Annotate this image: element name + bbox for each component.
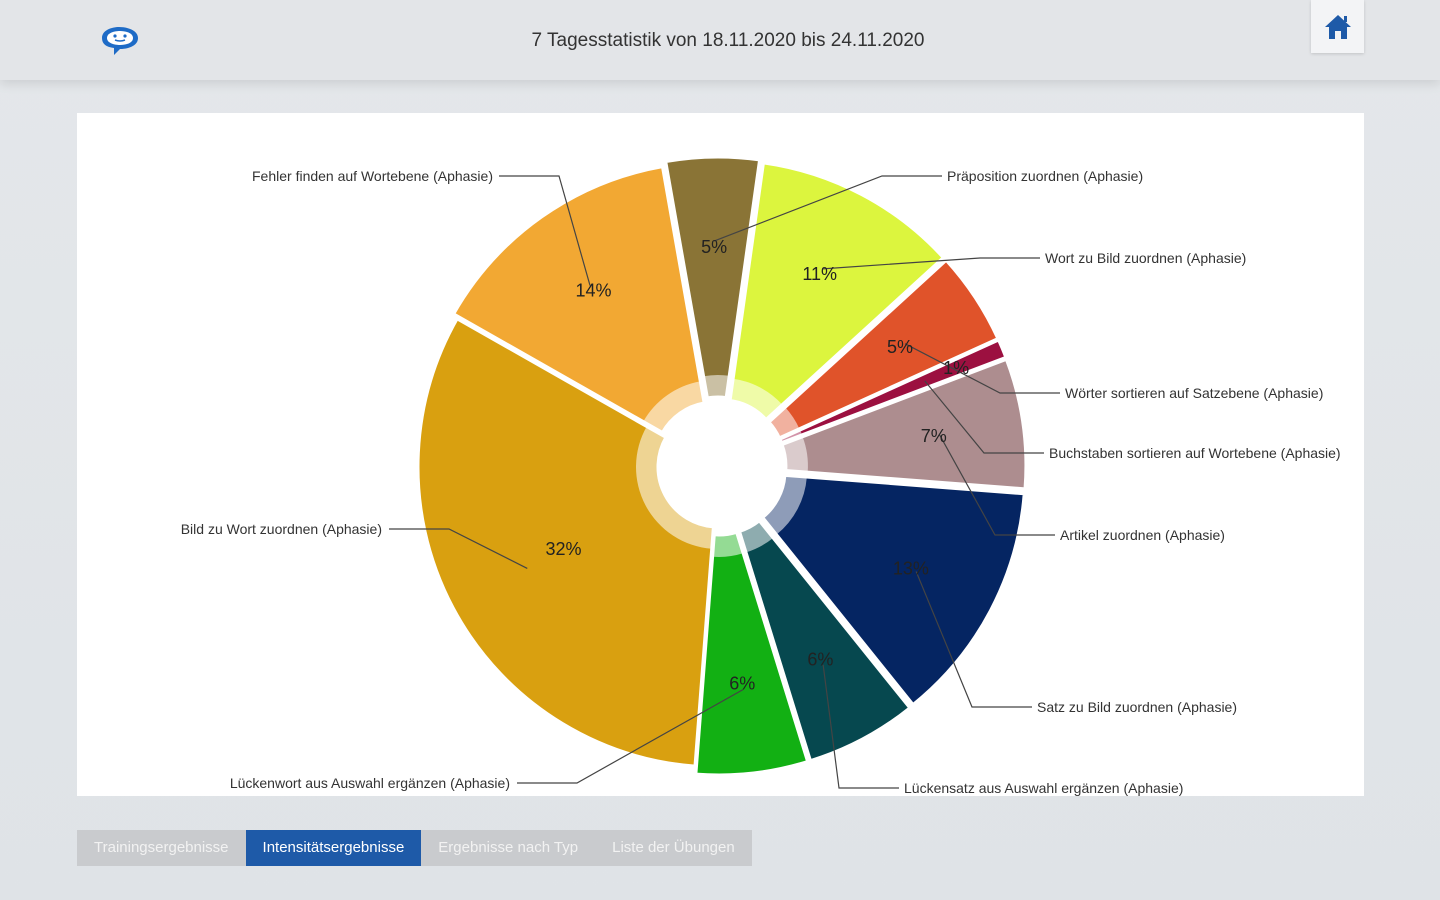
slice-category-label: Satz zu Bild zuordnen (Aphasie) bbox=[1037, 699, 1237, 715]
slice-category-label: Wörter sortieren auf Satzebene (Aphasie) bbox=[1065, 385, 1323, 401]
slice-category-label: Lückensatz aus Auswahl ergänzen (Aphasie… bbox=[904, 780, 1183, 796]
tab-ergebnisse-nach-typ[interactable]: Ergebnisse nach Typ bbox=[421, 830, 596, 866]
slice-leader-line bbox=[822, 257, 1040, 270]
home-icon bbox=[1324, 14, 1351, 39]
pie-slice-ring bbox=[768, 407, 800, 438]
pie-slice[interactable] bbox=[416, 316, 716, 768]
slice-percent-label: 1% bbox=[943, 358, 969, 378]
slice-percent-label: 5% bbox=[887, 337, 913, 357]
slice-leader-line bbox=[389, 528, 528, 569]
slice-leader-line bbox=[915, 571, 1032, 708]
intensity-pie-chart: 5% 11% 5% 1% 7% 13% 6% 6% 32% 14% Präposition zuo… bbox=[181, 155, 1341, 796]
slice-category-label: Artikel zuordnen (Aphasie) bbox=[1060, 527, 1225, 543]
slice-category-label: Wort zu Bild zuordnen (Aphasie) bbox=[1045, 250, 1246, 266]
pie-slice-ring bbox=[739, 520, 774, 553]
slice-leader-line bbox=[939, 434, 1055, 536]
slice-category-label: Fehler finden auf Wortebene (Aphasie) bbox=[252, 168, 493, 184]
slice-leader-line bbox=[713, 175, 942, 242]
pie-slice[interactable] bbox=[780, 357, 1028, 491]
tab-trainingsergebnisse[interactable]: Trainingsergebnisse bbox=[77, 830, 246, 866]
chart-panel: 5% 11% 5% 1% 7% 13% 6% 6% 32% 14% Präposition zuo… bbox=[77, 113, 1364, 796]
pie-slice[interactable] bbox=[760, 473, 1026, 707]
home-button[interactable] bbox=[1311, 0, 1364, 53]
pie-slice[interactable] bbox=[766, 258, 1000, 440]
tab-liste-der-uebungen[interactable]: Liste der Übungen bbox=[595, 830, 752, 866]
pie-slice-ring bbox=[782, 436, 808, 473]
slice-category-label: Präposition zuordnen (Aphasie) bbox=[947, 168, 1143, 184]
pie-slice[interactable] bbox=[663, 155, 762, 400]
pie-slice[interactable] bbox=[728, 161, 946, 422]
slice-percent-label: 6% bbox=[729, 674, 755, 694]
pie-center-hole bbox=[660, 409, 776, 525]
slice-leader-line bbox=[924, 380, 1044, 454]
speech-bubble-face-icon[interactable] bbox=[96, 24, 144, 58]
slice-percent-label: 7% bbox=[921, 426, 947, 446]
slice-percent-label: 11% bbox=[802, 264, 837, 284]
pie-slice-ring bbox=[703, 375, 730, 398]
slice-percent-label: 6% bbox=[807, 649, 833, 669]
pie-slice-ring bbox=[636, 426, 714, 549]
tab-intensitaetsergebnisse[interactable]: Intensitätsergebnisse bbox=[245, 830, 422, 866]
slice-category-label: Lückenwort aus Auswahl ergänzen (Aphasie… bbox=[230, 775, 510, 791]
pie-slice-ring bbox=[730, 378, 783, 420]
pie-slice-ring bbox=[712, 532, 744, 557]
results-tabs: Trainingsergebnisse Intensitätsergebniss… bbox=[77, 830, 752, 866]
slice-percent-label: 13% bbox=[893, 559, 929, 579]
pie-slice-ring bbox=[762, 475, 807, 535]
slice-leader-line bbox=[822, 664, 899, 789]
slice-percent-label: 5% bbox=[701, 237, 727, 257]
slice-leader-line bbox=[517, 689, 744, 784]
page-title: 7 Tagesstatistik von 18.11.2020 bis 24.1… bbox=[531, 30, 925, 51]
slice-leader-line bbox=[499, 175, 591, 286]
pie-slice-ring bbox=[643, 381, 705, 433]
top-bar: 7 Tagesstatistik von 18.11.2020 bis 24.1… bbox=[0, 0, 1440, 80]
slice-category-label: Bild zu Wort zuordnen (Aphasie) bbox=[181, 521, 382, 537]
slice-category-label: Buchstaben sortieren auf Wortebene (Apha… bbox=[1049, 445, 1341, 461]
pie-slice[interactable] bbox=[451, 164, 706, 435]
pie-slice-ring bbox=[780, 430, 803, 443]
slice-percent-label: 14% bbox=[575, 280, 611, 300]
slice-percent-label: 32% bbox=[545, 539, 581, 559]
slice-leader-line bbox=[904, 343, 1060, 394]
